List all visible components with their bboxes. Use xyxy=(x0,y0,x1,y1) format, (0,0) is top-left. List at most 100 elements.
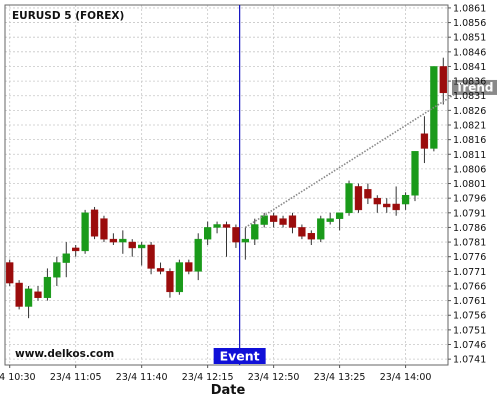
x-tick-label: 23/4 13:25 xyxy=(314,372,366,383)
candle xyxy=(411,151,419,202)
candle xyxy=(420,116,429,164)
candle-body xyxy=(185,262,193,272)
candle-body xyxy=(317,218,325,240)
candle xyxy=(439,57,447,105)
candle xyxy=(62,242,70,278)
x-tick-label: 23/4 11:40 xyxy=(116,372,168,383)
y-tick-label: 1.0816 xyxy=(453,135,486,146)
candle xyxy=(335,212,344,231)
event-layer: Event xyxy=(213,5,266,365)
candle-body xyxy=(401,194,410,205)
event-label-box xyxy=(213,348,266,364)
candle xyxy=(288,212,297,234)
candle-body xyxy=(307,233,315,240)
candle-body xyxy=(373,197,381,205)
plot-frame xyxy=(4,4,449,366)
x-tick-label: 23/4 12:15 xyxy=(182,372,234,383)
candle-body xyxy=(194,238,202,272)
y-tick-label: 1.0796 xyxy=(453,194,486,205)
candle-body xyxy=(147,244,155,269)
y-tick-label: 1.0861 xyxy=(453,3,486,14)
trend-label: Trend xyxy=(455,80,493,94)
candle xyxy=(251,218,259,245)
candle-body xyxy=(24,288,33,307)
candle xyxy=(213,221,221,234)
x-tick-label: 23/4 12:50 xyxy=(248,372,300,383)
candle xyxy=(345,180,353,216)
candle-body xyxy=(411,151,419,196)
candle-body xyxy=(81,212,89,252)
y-tick-label: 1.0776 xyxy=(453,252,486,263)
candle-body xyxy=(383,203,391,208)
candle-body xyxy=(62,253,70,263)
watermark: www.delkos.com xyxy=(15,348,114,360)
y-tick-label: 1.0826 xyxy=(453,106,486,117)
y-tick-label: 1.0761 xyxy=(453,296,486,307)
y-tick-label: 1.0806 xyxy=(453,164,486,175)
candle-body xyxy=(269,215,278,222)
candle-body xyxy=(298,227,306,237)
candle xyxy=(269,212,278,228)
candle xyxy=(279,215,287,228)
y-tick-label: 1.0781 xyxy=(453,238,486,249)
candle xyxy=(43,268,52,301)
candle xyxy=(241,227,249,260)
candle-body xyxy=(420,133,429,149)
candle xyxy=(34,285,42,301)
candle xyxy=(232,224,240,248)
candle-body xyxy=(222,224,231,228)
candle-body xyxy=(72,247,80,252)
candle-body xyxy=(251,224,259,240)
candle xyxy=(6,259,14,286)
candle xyxy=(166,268,174,298)
candle-body xyxy=(6,262,14,284)
candle xyxy=(204,221,212,245)
candle-body xyxy=(279,218,287,225)
candle xyxy=(430,66,438,152)
candle-body xyxy=(241,238,249,243)
candle-body xyxy=(213,224,221,228)
candle-body xyxy=(90,209,99,237)
candle xyxy=(138,242,146,266)
candle xyxy=(373,195,381,213)
candle xyxy=(298,224,306,240)
event-label: Event xyxy=(220,349,260,364)
y-tick-label: 1.0746 xyxy=(453,340,486,351)
candle xyxy=(156,262,165,275)
y-tick-label: 1.0756 xyxy=(453,311,486,322)
candle xyxy=(307,230,315,245)
candle-body xyxy=(156,268,165,272)
candle-body xyxy=(119,238,127,243)
candle xyxy=(72,245,80,257)
candle xyxy=(317,215,325,243)
candle-body xyxy=(204,227,212,240)
candle xyxy=(24,285,33,319)
candle-body xyxy=(138,244,146,249)
candle xyxy=(222,221,231,257)
candle-body xyxy=(345,183,353,214)
candle xyxy=(81,209,89,254)
trend-layer: Trend xyxy=(244,79,497,229)
candle-body xyxy=(100,218,108,240)
candle xyxy=(53,256,61,286)
candle-body xyxy=(288,215,297,228)
candle-body xyxy=(15,282,23,307)
x-axis: 23/4 10:30 23/4 11:05 23/4 11:40 23/4 12:15… xyxy=(0,365,431,383)
candle-body xyxy=(34,291,42,298)
y-tick-label: 1.0741 xyxy=(453,355,486,366)
candle xyxy=(401,192,410,210)
candle xyxy=(354,183,363,213)
candle-body xyxy=(175,262,184,293)
y-tick-label: 1.0851 xyxy=(453,33,486,44)
candle-body xyxy=(166,271,174,293)
candle xyxy=(392,186,400,216)
x-tick-label: 23/4 14:00 xyxy=(380,372,432,383)
candle xyxy=(383,198,391,213)
y-tick-label: 1.0841 xyxy=(453,62,486,73)
x-tick-label: 23/4 10:30 xyxy=(0,372,36,383)
candle-body xyxy=(364,189,372,199)
y-tick-label: 1.0801 xyxy=(453,179,486,190)
